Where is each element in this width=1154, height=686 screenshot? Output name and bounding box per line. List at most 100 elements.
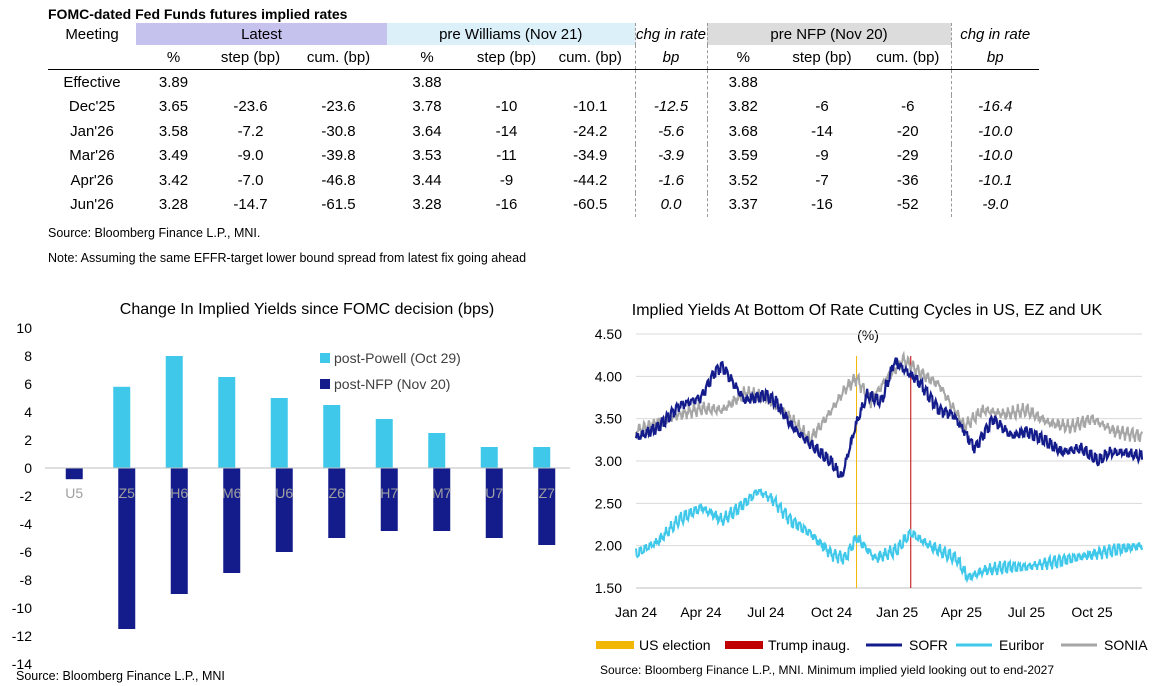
legend-label: US election bbox=[639, 637, 711, 653]
y-tick-label: 3.00 bbox=[595, 453, 622, 469]
rate-cell: -36 bbox=[865, 168, 952, 193]
table-row: Jun'26 3.28 -14.7 -61.5 3.28 -16 -60.5 0.0 3.37 -… bbox=[48, 192, 1039, 217]
bar bbox=[113, 386, 131, 468]
bar bbox=[170, 468, 188, 594]
x-tick-label: Jan 25 bbox=[876, 604, 918, 620]
rate-cell bbox=[951, 70, 1039, 95]
rate-cell: 3.52 bbox=[728, 171, 758, 189]
x-tick-label: Z7 bbox=[539, 485, 556, 501]
rate-cell: -10.1 bbox=[978, 171, 1013, 189]
rate-cell: -39.8 bbox=[321, 147, 356, 165]
y-tick-label: 3.50 bbox=[595, 411, 622, 427]
line-chart: Implied Yields At Bottom Of Rate Cutting… bbox=[595, 302, 1148, 677]
rate-cell: 3.68 bbox=[728, 122, 758, 140]
table-row: Mar'26 3.49 -9.0 -39.8 3.53 -11 -34.9 -3.9 3.59 -… bbox=[48, 143, 1039, 168]
sub-header: % bbox=[707, 45, 779, 70]
rates-table: Meeting Latest pre Williams (Nov 21) chg… bbox=[48, 23, 1039, 217]
rate-cell: -6 bbox=[865, 94, 952, 119]
nfp-group-header: pre NFP (Nov 20) bbox=[707, 23, 952, 45]
rate-cell: -14.7 bbox=[233, 196, 268, 214]
rate-cell bbox=[467, 70, 546, 95]
rate-cell: -60.5 bbox=[546, 192, 636, 217]
y-tick-label: 6 bbox=[24, 376, 32, 392]
x-tick-label: U7 bbox=[485, 485, 503, 501]
x-tick-label: Jan 24 bbox=[615, 604, 657, 620]
rate-cell: 3.28 bbox=[158, 196, 189, 214]
rate-cell: -46.8 bbox=[321, 171, 356, 189]
y-tick-label: 4.00 bbox=[595, 368, 622, 384]
table-row: Jan'26 3.58 -7.2 -30.8 3.64 -14 -24.2 -5.6 3.68 -… bbox=[48, 119, 1039, 144]
y-unit-label: (%) bbox=[857, 327, 879, 343]
x-tick-label: H6 bbox=[170, 485, 188, 501]
x-tick-label: H7 bbox=[380, 485, 398, 501]
rate-cell: -16 bbox=[495, 196, 518, 214]
rate-cell: 3.44 bbox=[412, 171, 442, 189]
sub-header: % bbox=[136, 45, 211, 70]
y-tick-label: 10 bbox=[16, 320, 32, 336]
bar bbox=[380, 468, 398, 531]
y-tick-label: 2.50 bbox=[595, 495, 622, 511]
table-row: Dec'25 3.65 -23.6 -23.6 3.78 -10 -10.1 -12.5 3.8… bbox=[48, 94, 1039, 119]
rate-cell: 3.88 bbox=[728, 73, 758, 91]
y-tick-label: 8 bbox=[24, 348, 32, 364]
x-tick-label: U5 bbox=[65, 485, 83, 501]
rate-cell: 3.88 bbox=[412, 73, 442, 91]
rate-cell: -7.2 bbox=[237, 122, 264, 140]
rate-cell: -16 bbox=[811, 196, 833, 214]
bar bbox=[118, 468, 136, 629]
legend-label: post-NFP (Nov 20) bbox=[334, 376, 450, 392]
y-tick-label: 4.50 bbox=[595, 326, 622, 342]
rate-cell: 3.49 bbox=[158, 147, 189, 165]
bar-chart-source: Source: Bloomberg Finance L.P., MNI bbox=[16, 669, 225, 683]
rate-cell: -20 bbox=[865, 119, 952, 144]
rate-cell: -16.4 bbox=[978, 98, 1013, 116]
rate-cell: -52 bbox=[865, 192, 952, 217]
rate-cell: -9.0 bbox=[237, 147, 264, 165]
bar-chart: Change In Implied Yields since FOMC deci… bbox=[12, 301, 570, 683]
legend-label: Trump inaug. bbox=[768, 637, 850, 653]
legend-label: SOFR bbox=[909, 637, 948, 653]
rate-cell bbox=[211, 70, 290, 95]
latest-group-header: Latest bbox=[136, 23, 387, 45]
x-tick-label: Z6 bbox=[329, 485, 346, 501]
rate-cell: 3.28 bbox=[412, 196, 442, 214]
rate-cell: -9.0 bbox=[982, 196, 1009, 214]
sub-header: cum. (bp) bbox=[546, 45, 636, 70]
bar bbox=[275, 468, 293, 552]
rate-cell: 3.82 bbox=[728, 98, 758, 116]
sub-header: cum. (bp) bbox=[290, 45, 387, 70]
group-header-row: Meeting Latest pre Williams (Nov 21) chg… bbox=[48, 23, 1039, 45]
rate-cell: -12.5 bbox=[635, 94, 708, 119]
y-tick-label: 2.00 bbox=[595, 538, 622, 554]
rate-cell: 3.64 bbox=[412, 122, 442, 140]
bar bbox=[328, 468, 346, 538]
rate-cell: -11 bbox=[496, 147, 517, 165]
rate-cell bbox=[865, 69, 952, 95]
rate-cell bbox=[779, 70, 865, 95]
table-source: Source: Bloomberg Finance L.P., MNI. bbox=[48, 226, 261, 240]
williams-group-header: pre Williams (Nov 21) bbox=[387, 23, 636, 45]
x-tick-label: Jul 25 bbox=[1008, 604, 1046, 620]
rate-cell: -9 bbox=[815, 147, 829, 165]
sub-header: cum. (bp) bbox=[865, 45, 952, 70]
table-row: Effective 3.89 3.88 3.88 bbox=[48, 69, 1039, 95]
rate-cell: -14 bbox=[811, 122, 833, 140]
rate-cell bbox=[290, 70, 387, 95]
rate-cell: 3.65 bbox=[158, 98, 189, 116]
y-tick-label: -6 bbox=[20, 544, 33, 560]
x-tick-label: U6 bbox=[275, 485, 293, 501]
bar bbox=[218, 377, 236, 468]
y-tick-label: -12 bbox=[12, 628, 32, 644]
meeting-cell: Apr'26 bbox=[70, 171, 114, 189]
meeting-cell: Mar'26 bbox=[69, 147, 115, 165]
sub-header: step (bp) bbox=[211, 45, 290, 70]
legend-label: post-Powell (Oct 29) bbox=[334, 350, 461, 366]
x-tick-label: M7 bbox=[432, 485, 452, 501]
y-tick-label: 4 bbox=[24, 404, 32, 420]
bar bbox=[65, 468, 83, 480]
rate-cell: -10 bbox=[495, 98, 518, 116]
sub-header bbox=[48, 45, 136, 70]
bar bbox=[375, 419, 393, 468]
series-line bbox=[635, 488, 1143, 584]
rate-cell: 3.58 bbox=[158, 122, 189, 140]
